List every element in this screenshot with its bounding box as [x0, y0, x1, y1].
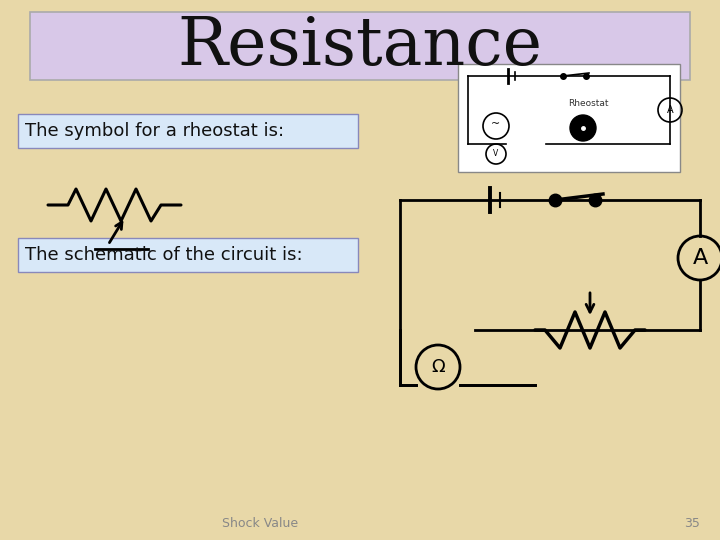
- Text: Resistance: Resistance: [178, 14, 542, 79]
- Text: A: A: [667, 105, 673, 115]
- Text: The symbol for a rheostat is:: The symbol for a rheostat is:: [25, 122, 284, 140]
- FancyBboxPatch shape: [30, 12, 690, 80]
- FancyBboxPatch shape: [458, 64, 680, 172]
- Circle shape: [570, 115, 596, 141]
- Text: Shock Value: Shock Value: [222, 517, 298, 530]
- Text: 35: 35: [684, 517, 700, 530]
- Text: V: V: [493, 150, 499, 159]
- Text: ~: ~: [491, 119, 500, 129]
- Text: The schematic of the circuit is:: The schematic of the circuit is:: [25, 246, 302, 264]
- Text: Ω: Ω: [431, 358, 445, 376]
- Text: A: A: [693, 248, 708, 268]
- FancyBboxPatch shape: [18, 238, 358, 272]
- FancyBboxPatch shape: [18, 114, 358, 148]
- Text: Rheostat: Rheostat: [568, 99, 608, 109]
